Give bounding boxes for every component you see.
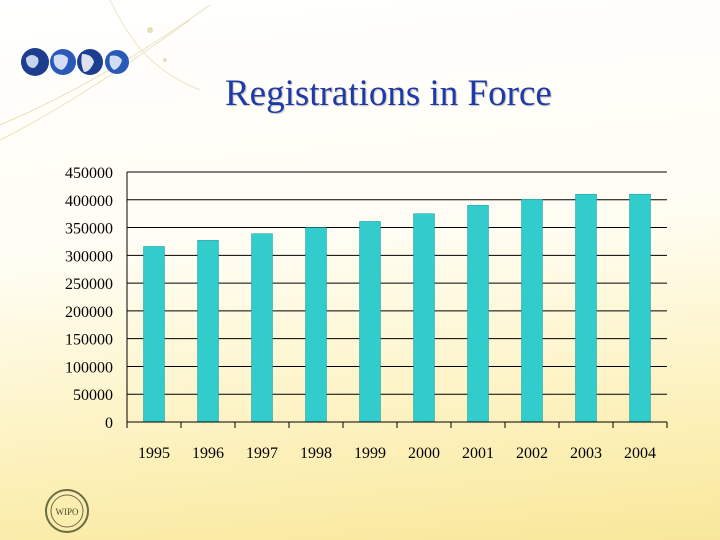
bar (467, 205, 489, 423)
x-tick-label: 2000 (408, 445, 440, 462)
slide-title: Registrations in Force (225, 73, 552, 114)
x-tick-label: 2003 (570, 445, 602, 462)
x-tick-label: 2001 (462, 445, 494, 462)
bar (629, 193, 651, 423)
bar (575, 193, 597, 423)
y-tick-label: 0 (105, 415, 113, 432)
globe-icon (105, 50, 129, 74)
y-tick-label: 200000 (65, 304, 113, 321)
bar (143, 246, 165, 423)
bar (251, 233, 273, 423)
seal-text: WIPO (56, 507, 79, 517)
x-tick-label: 1997 (246, 445, 278, 462)
x-tick-label: 2002 (516, 445, 548, 462)
y-tick-label: 100000 (65, 359, 113, 376)
y-tick-label: 150000 (65, 332, 113, 349)
wipo-seal-icon: WIPO (44, 488, 90, 539)
y-tick-label: 450000 (65, 165, 113, 182)
x-tick-label: 1998 (300, 445, 332, 462)
y-tick-label: 250000 (65, 276, 113, 293)
bar (359, 221, 381, 423)
globe-icon (77, 49, 103, 75)
x-tick-label: 2004 (624, 445, 656, 462)
y-tick-label: 400000 (65, 193, 113, 210)
x-tick-label: 1999 (354, 445, 386, 462)
y-tick-label: 50000 (73, 387, 113, 404)
globe-icon (21, 48, 49, 76)
globe-icon (50, 49, 76, 75)
globe-logo-group (18, 44, 136, 85)
bar (197, 240, 219, 423)
y-tick-label: 350000 (65, 221, 113, 238)
x-tick-label: 1995 (138, 445, 170, 462)
x-tick-label: 1996 (192, 445, 224, 462)
bar (521, 198, 543, 423)
bar (305, 227, 327, 423)
y-tick-label: 300000 (65, 248, 113, 265)
bar (413, 213, 435, 423)
